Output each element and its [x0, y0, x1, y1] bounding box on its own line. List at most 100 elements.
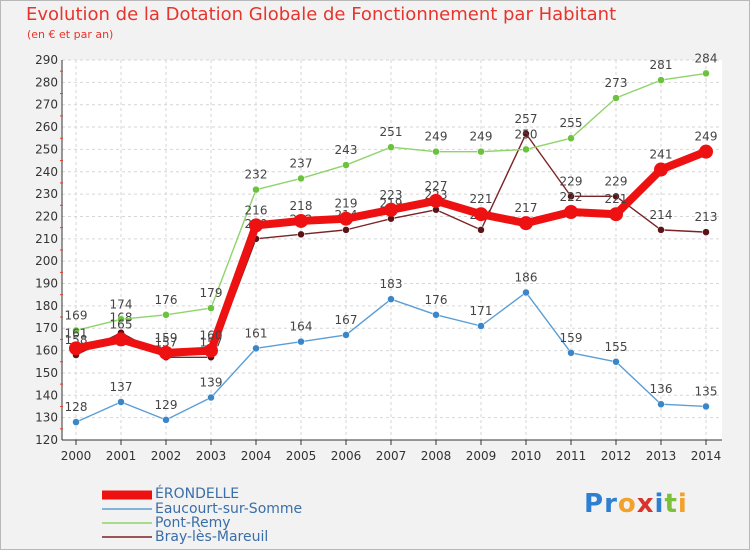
- data-label: 284: [695, 51, 718, 65]
- data-label: 257: [515, 112, 538, 126]
- brand-letter: o: [617, 489, 637, 519]
- data-point: [252, 185, 260, 194]
- data-point: [702, 402, 710, 411]
- data-point: [564, 205, 578, 219]
- y-tick-label: 120: [35, 433, 58, 447]
- x-tick-label: 2014: [691, 449, 722, 463]
- data-point: [117, 398, 125, 406]
- y-tick-label: 250: [35, 142, 58, 156]
- data-label: 218: [290, 199, 313, 213]
- x-tick-label: 2009: [466, 449, 497, 463]
- data-label: 164: [290, 320, 313, 334]
- y-tick-label: 200: [35, 254, 58, 268]
- legend-label-eaucourt: Eaucourt-sur-Somme: [155, 501, 303, 517]
- data-label: 176: [425, 293, 448, 307]
- data-point: [522, 130, 530, 138]
- data-label: 217: [515, 201, 538, 215]
- data-point: [342, 331, 350, 339]
- data-label: 161: [245, 326, 268, 340]
- data-point: [342, 226, 350, 234]
- data-point: [297, 174, 305, 183]
- data-label: 249: [470, 130, 493, 144]
- data-point: [612, 358, 620, 366]
- data-label: 174: [110, 297, 133, 311]
- data-label: 159: [560, 331, 583, 345]
- y-tick-label: 290: [35, 53, 58, 67]
- data-label: 213: [695, 210, 718, 224]
- x-tick-label: 2006: [331, 449, 362, 463]
- x-tick-label: 2002: [151, 449, 182, 463]
- brand-letter: x: [636, 489, 655, 519]
- data-label: 219: [335, 197, 358, 211]
- data-point: [297, 337, 305, 346]
- data-label: 221: [470, 192, 493, 206]
- y-tick-label: 180: [35, 299, 58, 313]
- data-label: 157: [155, 335, 178, 349]
- data-label: 169: [65, 308, 88, 322]
- data-label: 135: [695, 384, 718, 398]
- x-tick-label: 2013: [646, 449, 677, 463]
- data-label: 229: [605, 174, 628, 188]
- x-tick-label: 2005: [286, 449, 317, 463]
- data-label: 214: [650, 208, 673, 222]
- data-label: 232: [245, 168, 268, 182]
- data-point: [657, 76, 665, 84]
- data-point: [204, 343, 218, 358]
- y-tick-label: 140: [35, 388, 58, 402]
- data-label: 249: [425, 130, 448, 144]
- data-label: 137: [110, 380, 133, 394]
- y-tick-label: 150: [35, 366, 58, 380]
- data-point: [609, 207, 623, 222]
- data-point: [159, 345, 173, 360]
- data-point: [339, 211, 353, 226]
- x-tick-label: 2000: [61, 449, 92, 463]
- data-point: [432, 311, 440, 319]
- brand-letter: t: [664, 489, 678, 519]
- data-label: 249: [695, 130, 718, 144]
- data-point: [474, 207, 488, 222]
- data-label: 139: [200, 376, 223, 390]
- data-label: 229: [560, 174, 583, 188]
- data-point: [297, 230, 305, 239]
- data-point: [249, 218, 263, 233]
- data-point: [117, 315, 125, 324]
- data-point: [387, 295, 395, 303]
- y-tick-label: 130: [35, 411, 58, 425]
- data-label: 129: [155, 398, 178, 412]
- data-label: 161: [65, 326, 88, 340]
- data-label: 155: [605, 340, 628, 354]
- data-label: 165: [110, 317, 133, 331]
- x-tick-label: 2011: [556, 449, 587, 463]
- data-label: 159: [155, 331, 178, 345]
- data-label: 251: [380, 125, 403, 139]
- chart-subtitle: (en € et par an): [27, 28, 114, 41]
- data-label: 176: [155, 293, 178, 307]
- data-label: 223: [380, 188, 403, 202]
- legend-label-pont-remy: Pont-Remy: [155, 515, 231, 531]
- x-tick-label: 2010: [511, 449, 542, 463]
- data-point: [477, 147, 485, 156]
- brand-letter: i: [677, 489, 688, 519]
- data-point: [522, 145, 530, 154]
- data-label: 136: [650, 382, 673, 396]
- data-point: [567, 192, 575, 201]
- data-point: [522, 288, 530, 297]
- legend-label-bray: Bray-lès-Mareuil: [155, 529, 269, 545]
- data-label: 227: [425, 179, 448, 193]
- x-tick-label: 2007: [376, 449, 407, 463]
- data-label: 237: [290, 156, 313, 170]
- y-tick-label: 270: [35, 98, 58, 112]
- data-point: [567, 349, 575, 357]
- data-point: [654, 162, 668, 177]
- data-point: [342, 161, 350, 169]
- data-label: 179: [200, 286, 223, 300]
- data-point: [162, 416, 170, 424]
- data-point: [429, 193, 443, 208]
- data-label: 255: [560, 116, 583, 130]
- data-point: [699, 144, 713, 159]
- proxiti-logo: Proxiti: [584, 489, 688, 519]
- data-label: 186: [515, 270, 538, 284]
- y-tick-label: 160: [35, 344, 58, 358]
- x-tick-label: 2004: [241, 449, 272, 463]
- brand-letter: P: [584, 489, 605, 519]
